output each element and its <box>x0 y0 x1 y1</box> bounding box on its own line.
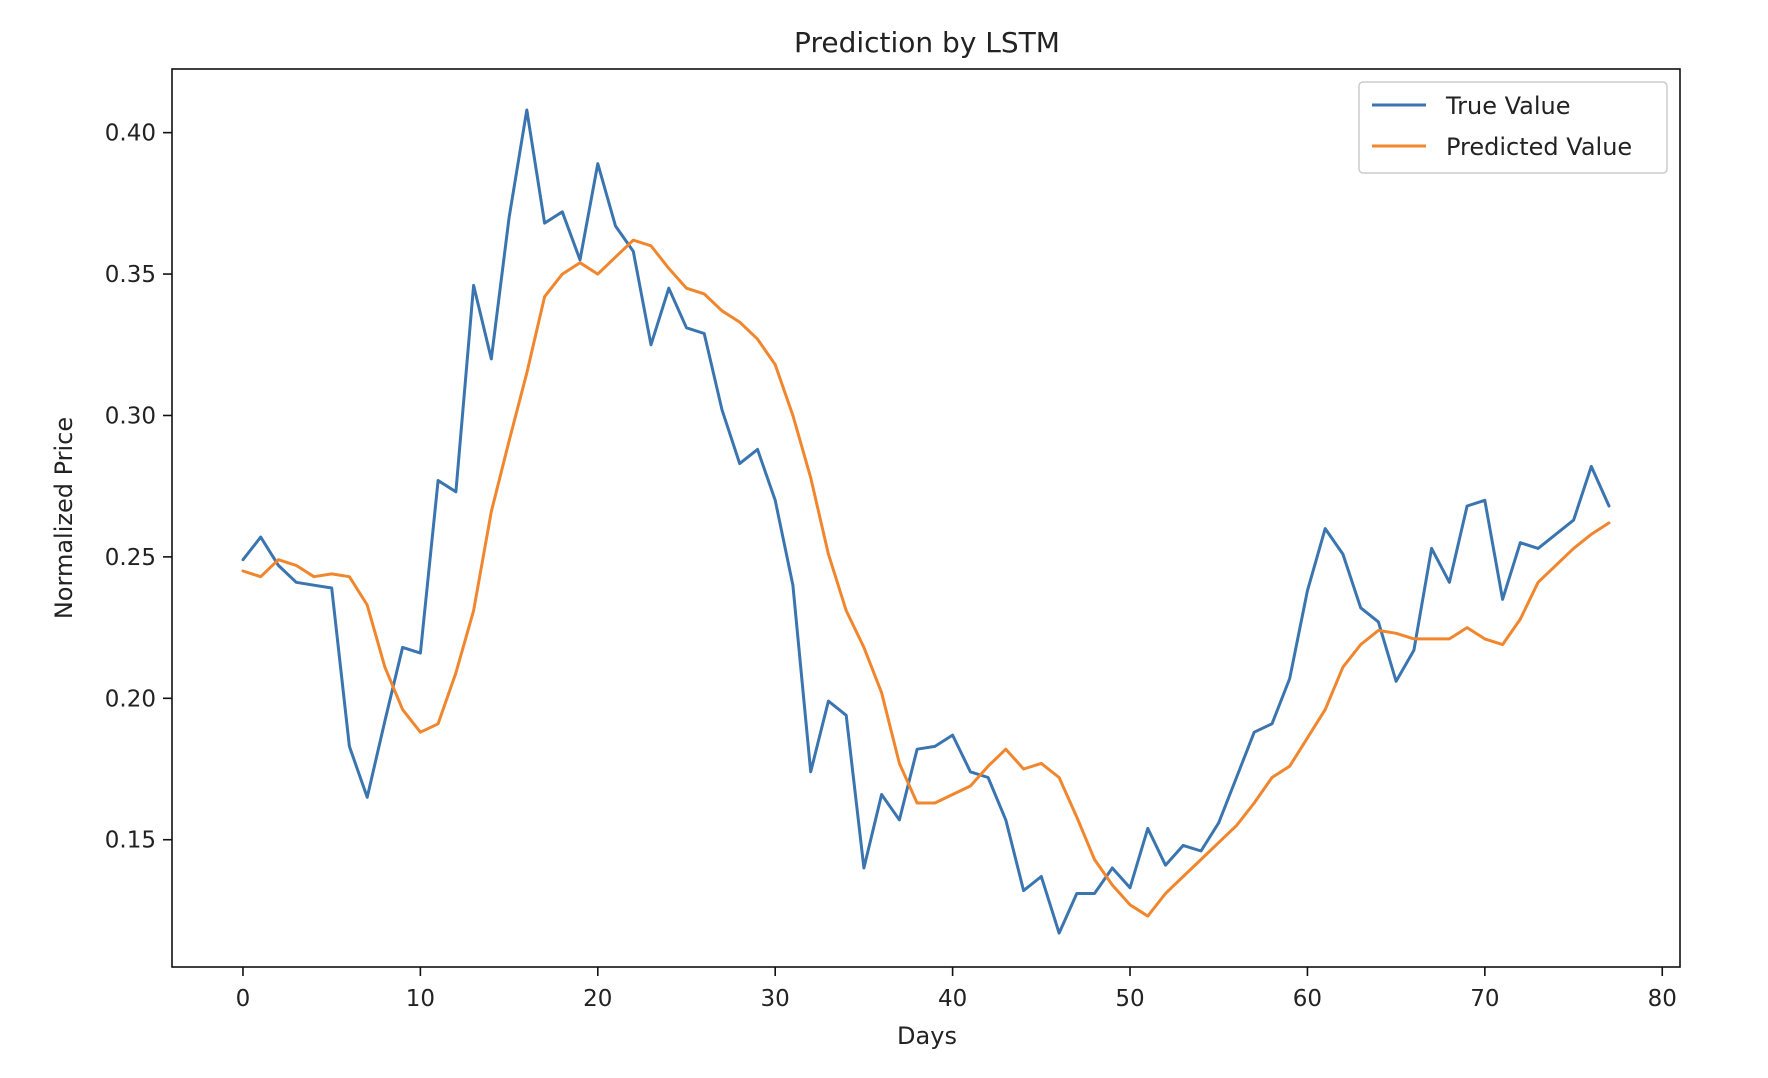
series-line-predicted-value <box>241 238 1611 918</box>
y-tick-label: 0.30 <box>105 403 156 429</box>
x-tick-label: 0 <box>236 986 251 1012</box>
y-axis: 0.15 0.20 0.25 0.30 0.35 0.40 <box>105 121 172 854</box>
x-tick-label: 70 <box>1470 986 1499 1012</box>
plot-frame <box>171 68 1681 968</box>
x-axis-label: Days <box>897 1022 957 1050</box>
x-tick-label: 40 <box>938 986 967 1012</box>
x-tick-label: 20 <box>583 986 612 1012</box>
series-layer <box>241 108 1611 935</box>
legend-box <box>1358 81 1668 174</box>
legend-label-true-value: True Value <box>1445 92 1571 120</box>
x-tick-label: 80 <box>1648 986 1677 1012</box>
y-axis-label: Normalized Price <box>50 417 78 619</box>
y-tick-label: 0.15 <box>105 828 156 854</box>
legend-label-predicted-value: Predicted Value <box>1446 133 1632 161</box>
chart-title: Prediction by LSTM <box>794 26 1060 59</box>
y-tick-label: 0.35 <box>105 262 156 288</box>
x-tick-label: 50 <box>1115 986 1144 1012</box>
x-tick-label: 10 <box>406 986 435 1012</box>
y-tick-label: 0.20 <box>105 686 156 712</box>
y-tick-label: 0.25 <box>105 545 156 571</box>
x-tick-label: 60 <box>1293 986 1322 1012</box>
x-axis: 0 10 20 30 40 50 60 70 80 <box>236 967 1677 1012</box>
x-tick-label: 30 <box>761 986 790 1012</box>
legend: True Value Predicted Value <box>1358 81 1668 174</box>
y-tick-label: 0.40 <box>105 121 156 147</box>
